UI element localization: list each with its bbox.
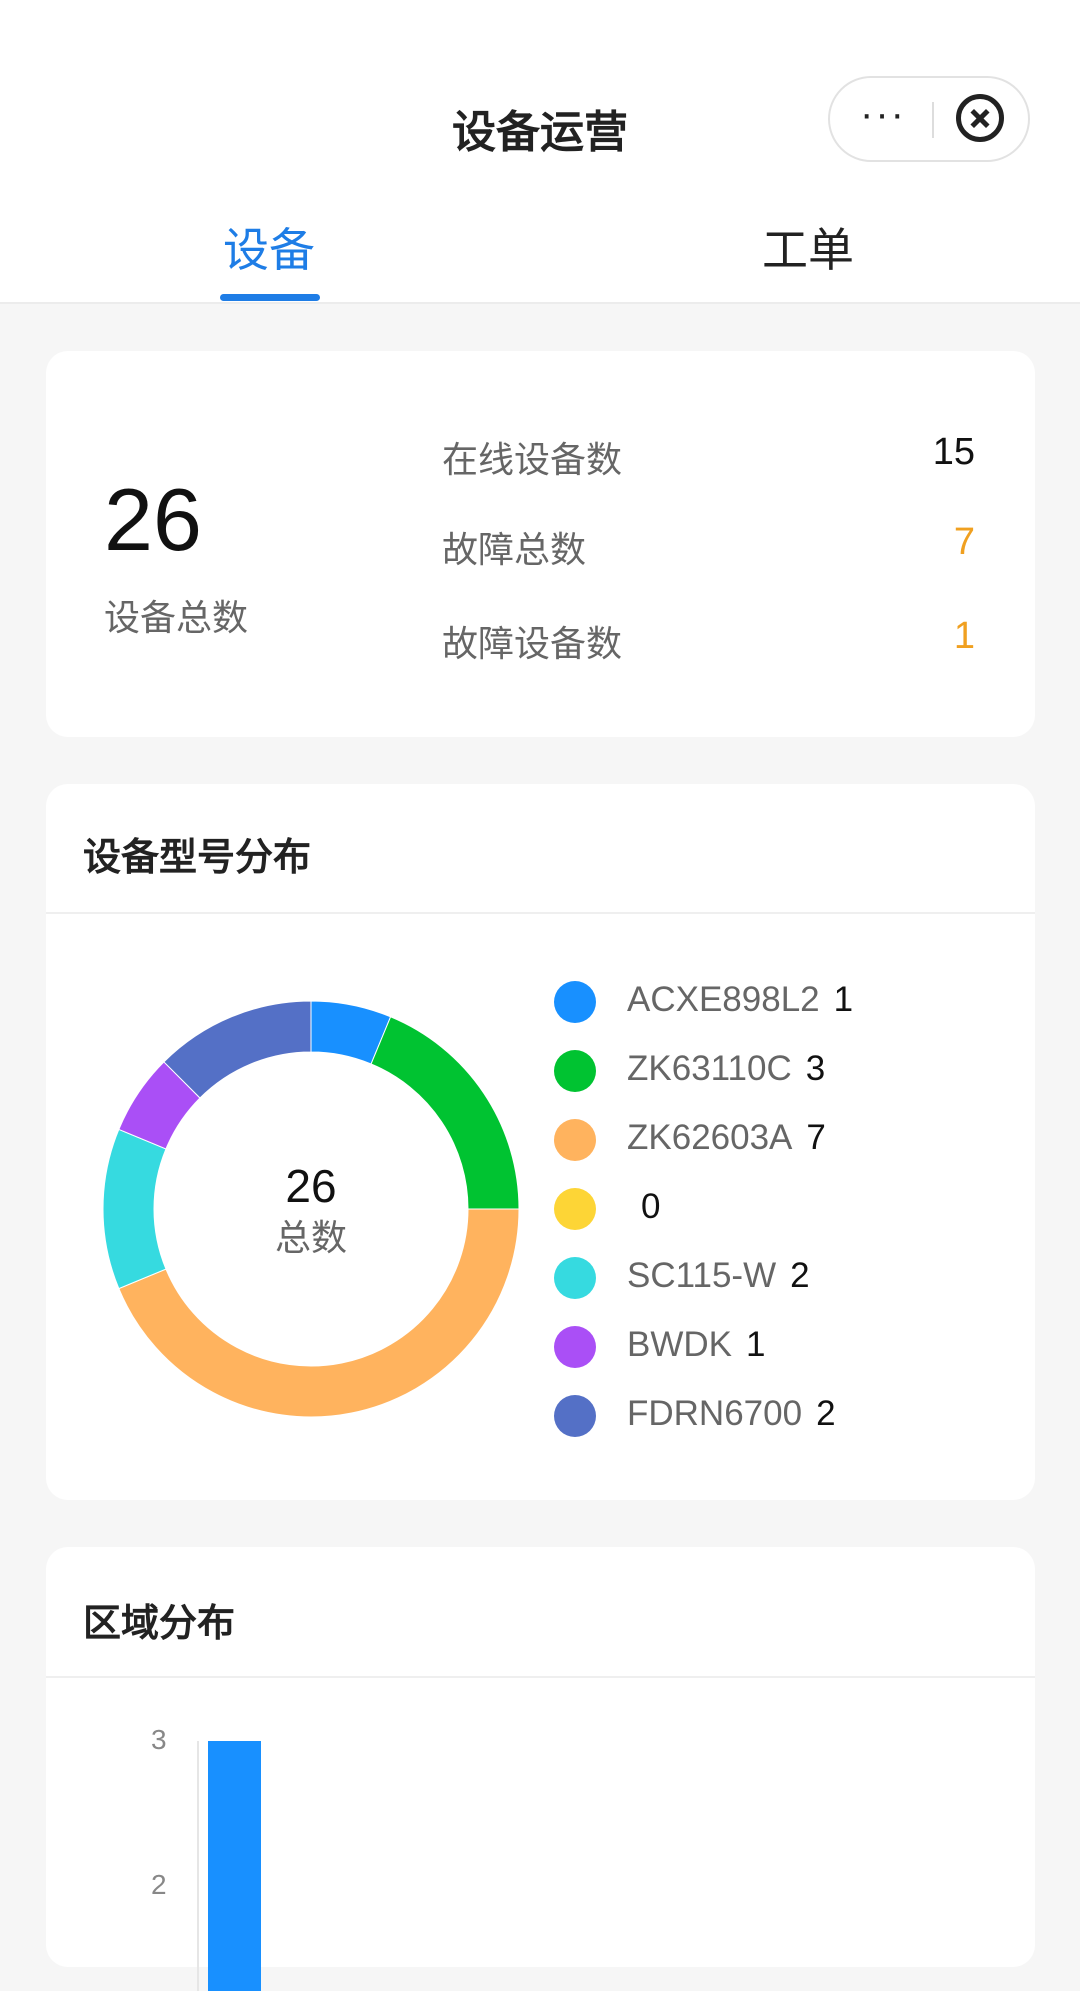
legend-dot [554,1326,596,1368]
legend-dot [554,981,596,1023]
bar [208,1741,261,1991]
capsule-divider [932,102,934,138]
legend-count: 7 [806,1118,826,1157]
tab-devices[interactable]: 设备 [223,224,315,276]
donut-slice-ZK62603A [118,1208,520,1418]
tab-work-orders[interactable]: 工单 [762,224,854,276]
online-devices-value: 15 [932,431,975,473]
donut-chart [102,1000,520,1418]
legend-item[interactable]: 0 [627,1187,660,1227]
more-dots-icon[interactable]: ··· [860,92,906,136]
region-distribution-card: 区域分布 3 2 [46,1547,1035,1991]
legend-count: 0 [641,1187,661,1226]
legend-item[interactable]: ZK62603A 7 [627,1118,826,1158]
y-axis-line [197,1741,199,1991]
legend-dot [554,1257,596,1299]
legend-count: 1 [833,980,854,1019]
legend-item[interactable]: ACXE898L2 1 [627,980,853,1020]
legend-item[interactable]: SC115-W 2 [627,1256,810,1296]
legend-item[interactable]: FDRN6700 2 [627,1394,836,1434]
legend-label: BWDK [627,1325,732,1364]
card-title: 设备型号分布 [83,837,312,879]
y-tick-label: 2 [151,1869,167,1900]
legend-count: 2 [816,1394,836,1433]
summary-card: 26 设备总数 在线设备数 15 故障总数 7 故障设备数 1 [46,351,1035,737]
donut-slice-SC115-W [102,1128,167,1290]
mini-program-capsule: ··· [828,76,1030,162]
donut-slice-FDRN6700 [163,1000,312,1099]
fault-devices-value: 1 [953,615,975,657]
legend-count: 2 [790,1256,810,1295]
legend-label: ZK63110C [627,1049,792,1088]
legend-item[interactable]: BWDK 1 [627,1325,765,1365]
donut-center-label: 总数 [274,1217,347,1258]
active-tab-indicator [220,294,320,301]
legend-label: ACXE898L2 [627,980,820,1019]
fault-total-value: 7 [953,521,975,563]
legend-dot [554,1119,596,1161]
legend-label: FDRN6700 [627,1394,803,1433]
online-devices-label: 在线设备数 [442,439,623,480]
close-circle-icon[interactable] [956,94,1004,142]
total-devices-value: 26 [104,470,202,569]
page-title: 设备运营 [452,108,628,157]
legend-label: ZK62603A [627,1118,793,1157]
total-devices-label: 设备总数 [104,597,249,638]
divider [46,1676,1035,1678]
legend-count: 3 [805,1049,826,1088]
legend-dot [554,1395,596,1437]
nav-header: 设备运营 ··· 设备 工单 [0,0,1080,304]
model-distribution-card: 设备型号分布 26 总数 ACXE898L2 1 ZK63110C 3 ZK62603A… [46,784,1035,1500]
legend-count: 1 [746,1325,766,1364]
y-tick-label: 3 [151,1724,167,1755]
legend-dot [554,1050,596,1092]
card-title: 区域分布 [83,1603,236,1645]
divider [46,912,1035,914]
donut-center-value: 26 [285,1160,337,1212]
legend-dot [554,1188,596,1230]
fault-total-label: 故障总数 [442,529,587,570]
legend-label: SC115-W [627,1256,777,1295]
fault-devices-label: 故障设备数 [442,623,623,664]
legend-item[interactable]: ZK63110C 3 [627,1049,825,1089]
